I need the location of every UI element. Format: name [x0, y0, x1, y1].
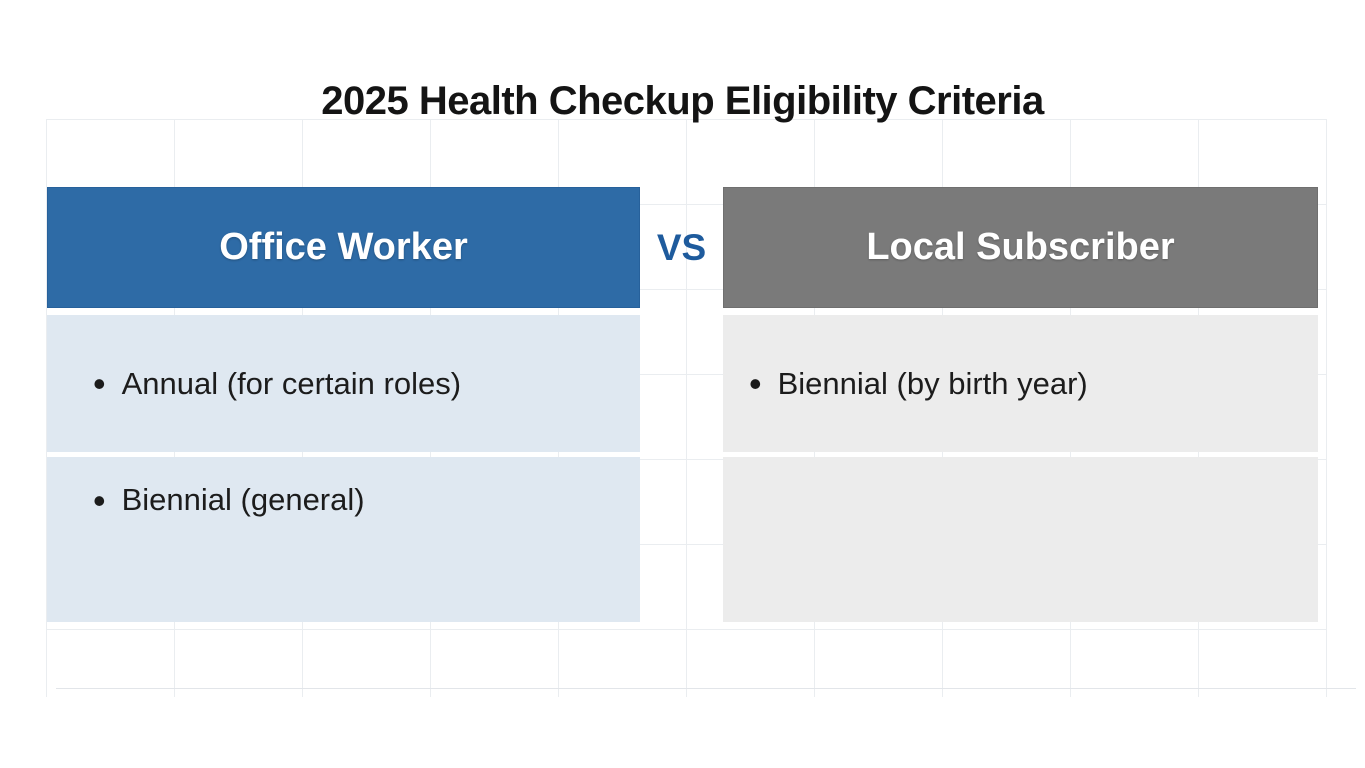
column-header-local-subscriber: Local Subscriber — [723, 187, 1318, 308]
list-item: • Annual (for certain roles) — [47, 366, 461, 402]
grid-baseline — [56, 688, 1356, 689]
bullet-icon: • — [749, 363, 762, 404]
vs-label: VS — [656, 226, 707, 268]
local-subscriber-row-2-empty — [723, 457, 1318, 622]
column-header-office-worker: Office Worker — [47, 187, 640, 308]
list-item: • Biennial (general) — [47, 482, 365, 518]
bullet-icon: • — [93, 479, 106, 521]
list-item: • Biennial (by birth year) — [723, 366, 1088, 402]
office-worker-row-2: • Biennial (general) — [47, 457, 640, 622]
bullet-icon: • — [93, 363, 106, 404]
office-worker-row-1: • Annual (for certain roles) — [47, 315, 640, 452]
list-item-label: Annual (for certain roles) — [121, 365, 462, 401]
list-item-label: Biennial (general) — [121, 482, 365, 517]
list-item-label: Biennial (by birth year) — [777, 365, 1088, 401]
page-title: 2025 Health Checkup Eligibility Criteria — [321, 79, 1044, 123]
local-subscriber-row-1: • Biennial (by birth year) — [723, 315, 1318, 452]
